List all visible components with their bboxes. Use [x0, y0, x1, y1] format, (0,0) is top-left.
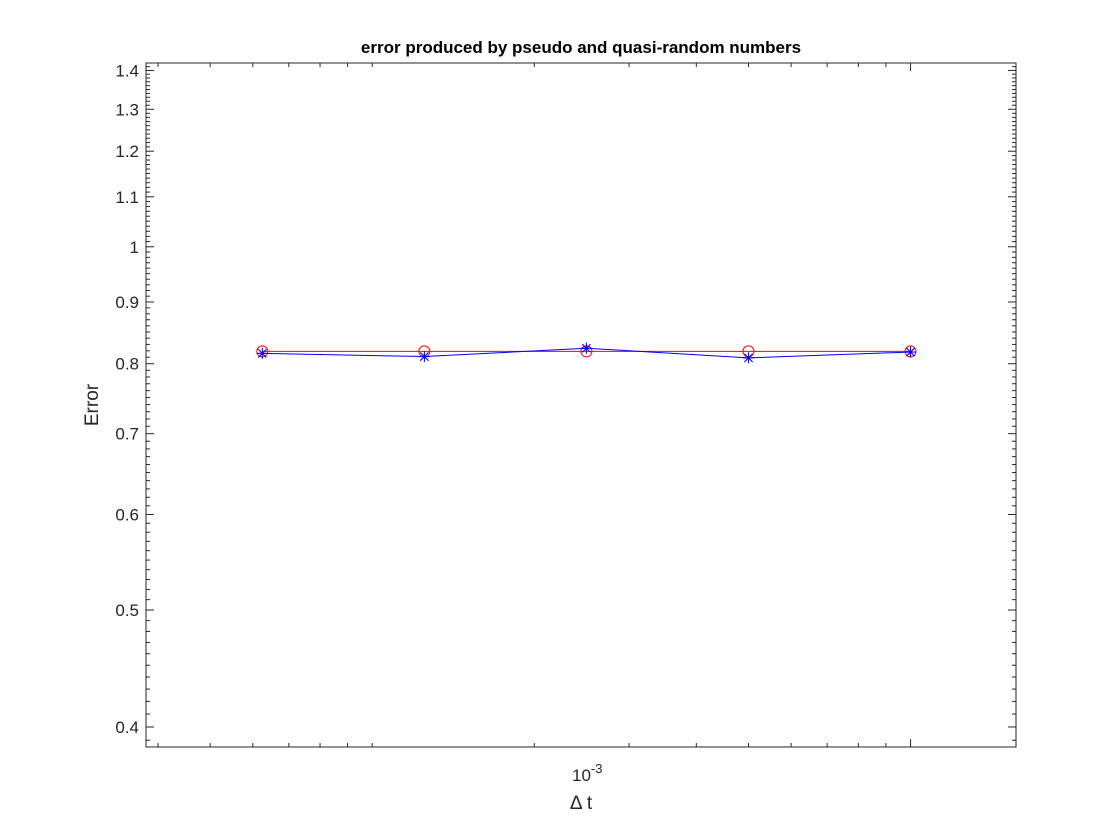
axes-box: [145, 62, 1017, 748]
y-tick-label: 1.4: [115, 61, 139, 80]
y-tick-label: 0.5: [115, 601, 139, 620]
y-tick-label: 0.8: [115, 355, 139, 374]
chart-title: error produced by pseudo and quasi-rando…: [361, 38, 801, 57]
x-axis-label: Δ t: [570, 793, 593, 814]
y-tick-label: 1.2: [115, 142, 139, 161]
y-tick-label: 1: [130, 238, 139, 257]
series-1-point-2: [580, 342, 592, 354]
y-axis-label: Error: [82, 383, 103, 426]
x-tick-label-base: 10: [572, 766, 591, 785]
series-layer: [256, 342, 917, 364]
series-1-point-0: [256, 347, 268, 359]
labels-layer: error produced by pseudo and quasi-rando…: [82, 38, 801, 814]
series-1-point-4: [905, 346, 917, 358]
plot-area: [146, 63, 1016, 747]
x-tick-label-exponent: -3: [591, 761, 603, 776]
y-tick-label: 0.4: [115, 718, 139, 737]
series-1-point-1: [418, 351, 430, 363]
x-tick-label-1e-3: 10-3: [572, 761, 602, 785]
y-tick-label: 1.1: [115, 188, 139, 207]
y-tick-label: 1.3: [115, 100, 139, 119]
y-tick-label: 0.7: [115, 425, 139, 444]
series-1-point-3: [742, 352, 754, 364]
ticks-layer: 0.4 0.5 0.6 0.7 0.8 0.9 1 1.1 1.2 1.3 1.4: [115, 61, 1016, 747]
y-tick-label: 0.6: [115, 505, 139, 524]
y-tick-label: 0.9: [115, 293, 139, 312]
